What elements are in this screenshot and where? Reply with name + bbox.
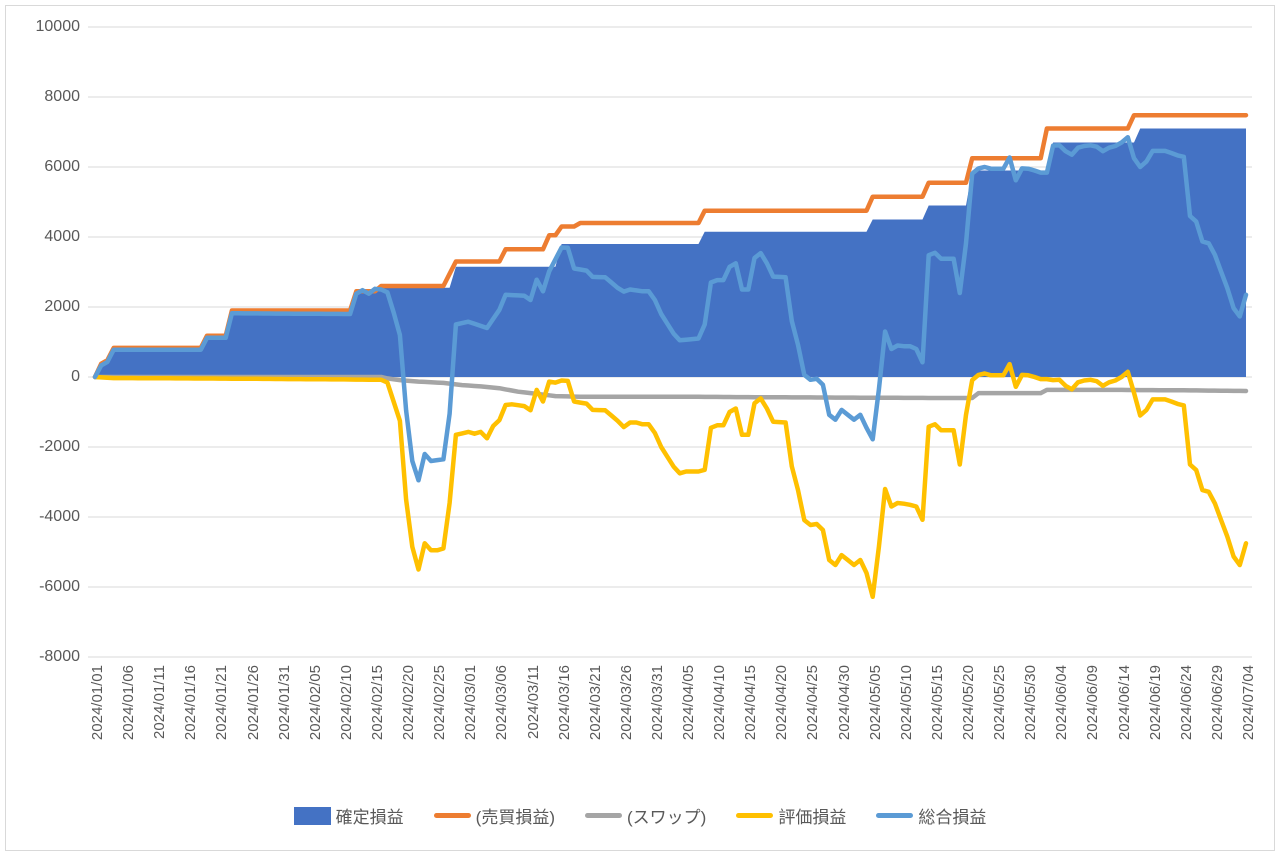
line-swatch-icon (736, 813, 774, 818)
legend-item-confirmed-pl: 確定損益 (293, 803, 404, 828)
legend-item-swap: (スワップ) (585, 803, 706, 828)
line-swatch-icon (433, 813, 471, 818)
y-axis-label: -4000 (39, 508, 80, 525)
x-axis-label: 2024/04/10 (711, 665, 728, 741)
x-axis-label: 2024/01/06 (120, 665, 137, 741)
x-axis-label: 2024/05/05 (867, 665, 884, 741)
x-axis-label: 2024/07/04 (1240, 665, 1257, 741)
y-axis-label: -8000 (39, 648, 80, 665)
legend-label: (売買損益) (475, 808, 555, 827)
x-axis-label: 2024/06/14 (1116, 665, 1133, 741)
legend-label: 評価損益 (778, 808, 847, 827)
x-axis-label: 2024/04/05 (680, 665, 697, 741)
x-axis-label: 2024/01/31 (276, 665, 293, 741)
y-axis-label: 8000 (44, 88, 80, 105)
x-axis-label: 2024/01/01 (89, 665, 106, 741)
x-axis-label: 2024/01/21 (213, 665, 230, 741)
y-axis-label: 4000 (44, 228, 80, 245)
y-axis-label: 0 (71, 368, 80, 385)
legend: 確定損益 (売買損益) (スワップ) 評価損益 総合損益 (0, 803, 1280, 828)
x-axis-label: 2024/06/29 (1209, 665, 1226, 741)
x-axis-label: 2024/01/11 (151, 665, 168, 739)
x-axis-label: 2024/05/20 (960, 665, 977, 741)
x-axis-label: 2024/02/15 (369, 665, 386, 741)
line-swatch-icon (585, 813, 622, 818)
y-axis-label: -6000 (39, 578, 80, 595)
series-confirmed-pl (95, 128, 1246, 377)
x-axis-label: 2024/05/10 (898, 665, 915, 741)
series-total-pl (92, 134, 1249, 483)
x-axis-label: 2024/06/24 (1178, 665, 1195, 741)
x-axis-label: 2024/05/25 (991, 665, 1008, 741)
legend-label: (スワップ) (627, 808, 707, 827)
x-axis-label: 2024/06/09 (1084, 665, 1101, 741)
x-axis-label: 2024/01/16 (182, 665, 199, 741)
x-axis-label: 2024/04/25 (804, 665, 821, 741)
x-axis-label: 2024/02/05 (307, 665, 324, 741)
x-axis-label: 2024/03/21 (587, 665, 604, 741)
y-axis-label: -2000 (39, 438, 80, 455)
x-axis-label: 2024/06/19 (1147, 665, 1164, 741)
x-axis-label: 2024/03/31 (649, 665, 666, 741)
y-axis-label: 6000 (44, 158, 80, 175)
x-axis-label: 2024/01/26 (245, 665, 262, 741)
x-axis-label: 2024/05/15 (929, 665, 946, 741)
x-axis-label: 2024/03/01 (462, 665, 479, 741)
x-axis-label: 2024/05/30 (1022, 665, 1039, 741)
series-valuation-pl (92, 361, 1249, 600)
x-axis-label: 2024/03/11 (525, 665, 542, 739)
x-axis-label: 2024/06/04 (1053, 665, 1070, 741)
x-axis-label: 2024/03/16 (556, 665, 573, 741)
series-trading-pl (92, 112, 1249, 380)
x-axis-label: 2024/02/25 (431, 665, 448, 741)
x-axis-label: 2024/04/15 (742, 665, 759, 741)
legend-item-valuation-pl: 評価損益 (736, 803, 846, 828)
legend-item-total-pl: 総合損益 (876, 803, 986, 828)
x-axis-label: 2024/03/26 (618, 665, 635, 741)
line-swatch-icon (876, 813, 914, 818)
legend-label: 総合損益 (918, 808, 987, 827)
x-axis-label: 2024/04/20 (773, 665, 790, 741)
y-axis-label: 10000 (35, 18, 81, 35)
x-axis-label: 2024/02/10 (338, 665, 355, 741)
legend-label: 確定損益 (335, 808, 404, 827)
x-axis-label: 2024/04/30 (836, 665, 853, 741)
area-swatch-icon (293, 806, 331, 825)
chart-border-frame (5, 5, 1275, 851)
legend-item-trading-pl: (売買損益) (433, 803, 555, 828)
x-axis-label: 2024/02/20 (400, 665, 417, 741)
y-axis-label: 2000 (44, 298, 80, 315)
x-axis-label: 2024/03/06 (493, 665, 510, 741)
